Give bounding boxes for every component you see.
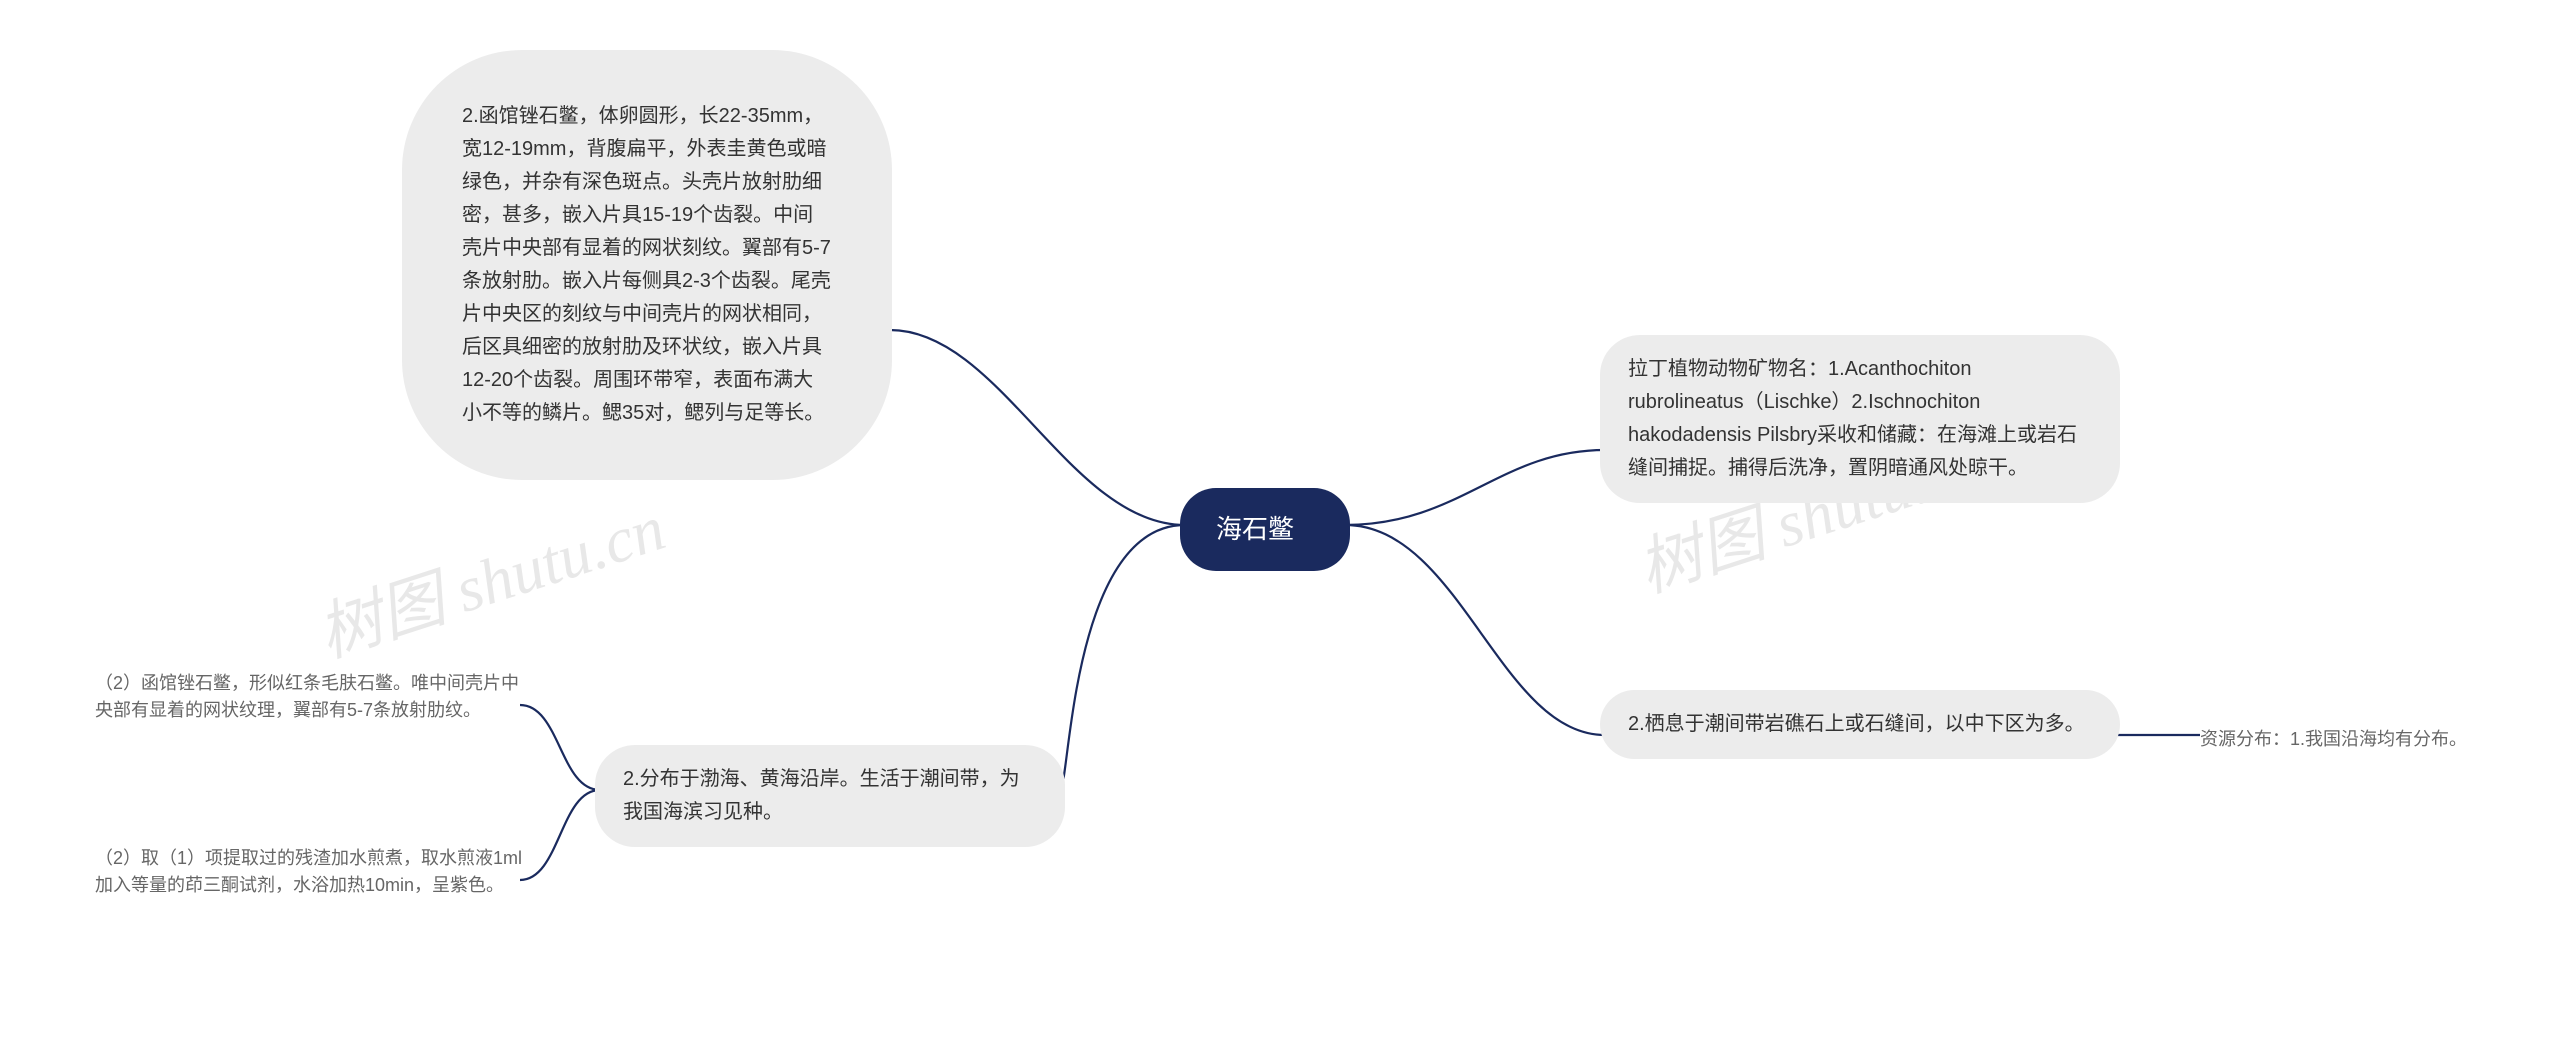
branch-text: 拉丁植物动物矿物名：1.Acanthochiton rubrolineatus（… [1628, 358, 2077, 479]
branch-right-1[interactable]: 拉丁植物动物矿物名：1.Acanthochiton rubrolineatus（… [1600, 335, 2120, 503]
branch-left-1[interactable]: 2.函馆锉石鳖，体卵圆形，长22-35mm，宽12-19mm，背腹扁平，外表圭黄… [402, 50, 892, 480]
leaf-right-2: 资源分布：1.我国沿海均有分布。 [2200, 716, 2520, 763]
leaf-text: 资源分布：1.我国沿海均有分布。 [2200, 729, 2467, 749]
branch-text: 2.分布于渤海、黄海沿岸。生活于潮间带，为我国海滨习见种。 [623, 768, 1020, 823]
center-label: 海石鳖 [1216, 514, 1294, 544]
center-node[interactable]: 海石鳖 [1180, 488, 1350, 571]
leaf-text: （2）函馆锉石鳖，形似红条毛肤石鳖。唯中间壳片中央部有显着的网状纹理，翼部有5-… [95, 673, 519, 720]
branch-text: 2.函馆锉石鳖，体卵圆形，长22-35mm，宽12-19mm，背腹扁平，外表圭黄… [462, 105, 831, 424]
branch-right-2[interactable]: 2.栖息于潮间带岩礁石上或石缝间，以中下区为多。 [1600, 690, 2120, 759]
watermark-text: 树图 shutu.cn [310, 492, 673, 670]
leaf-text: （2）取（1）项提取过的残渣加水煎煮，取水煎液1ml加入等量的茚三酮试剂，水浴加… [95, 848, 522, 895]
branch-text: 2.栖息于潮间带岩礁石上或石缝间，以中下区为多。 [1628, 713, 2085, 735]
leaf-left-2b: （2）取（1）项提取过的残渣加水煎煮，取水煎液1ml加入等量的茚三酮试剂，水浴加… [95, 835, 525, 909]
watermark: 树图 shutu.cn [305, 477, 675, 675]
leaf-left-2a: （2）函馆锉石鳖，形似红条毛肤石鳖。唯中间壳片中央部有显着的网状纹理，翼部有5-… [95, 660, 525, 734]
branch-left-2[interactable]: 2.分布于渤海、黄海沿岸。生活于潮间带，为我国海滨习见种。 [595, 745, 1065, 847]
mindmap-canvas: 树图 shutu.cn 树图 shutu.cn 海石鳖 拉丁植物动物矿物名：1.… [0, 0, 2560, 1061]
